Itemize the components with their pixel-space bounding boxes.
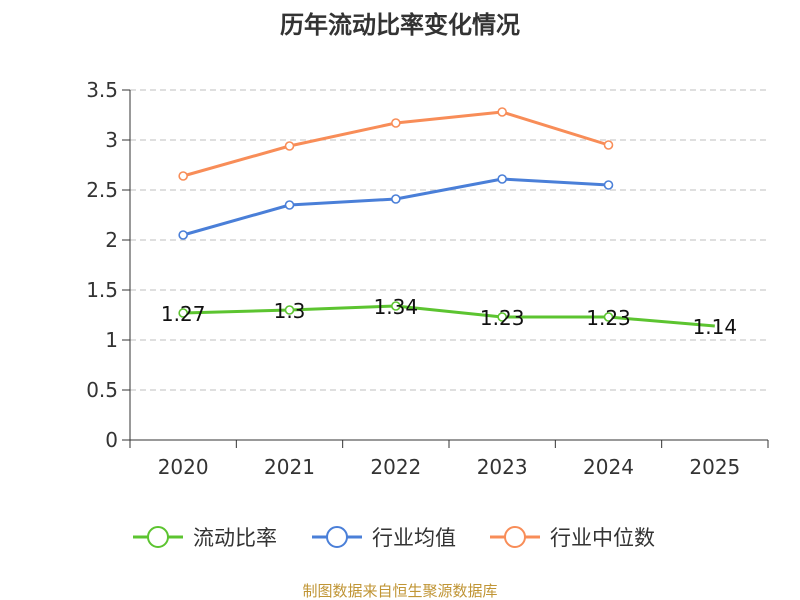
- data-point: [178, 171, 188, 181]
- x-tick-label: 2023: [477, 455, 528, 479]
- data-point: [603, 180, 614, 190]
- data-point: [391, 194, 401, 204]
- legend-item-1: 流动比率: [133, 526, 277, 550]
- series-line: [183, 304, 715, 328]
- y-tick-label: 1: [105, 328, 118, 352]
- series-line: [182, 177, 609, 237]
- source-note: 制图数据来自恒生聚源数据库: [302, 582, 497, 600]
- legend: 流动比率 行业均值 行业中位数: [133, 526, 655, 550]
- x-tick-label: 2020: [158, 455, 209, 479]
- data-point: [603, 140, 614, 150]
- data-point: [497, 174, 507, 184]
- data-point: [284, 305, 295, 315]
- legend-label: 行业中位数: [550, 526, 655, 550]
- legend-item-3: 行业中位数: [490, 526, 655, 550]
- y-tick-label: 2: [105, 228, 118, 252]
- grid-lines: [130, 89, 768, 391]
- y-tick-label: 3: [105, 128, 118, 152]
- data-point: [178, 230, 188, 240]
- data-point: [391, 301, 401, 311]
- legend-marker: [147, 526, 169, 548]
- legend-label: 行业均值: [372, 526, 456, 550]
- data-label: 1.3: [274, 299, 306, 323]
- series-group: [178, 107, 715, 328]
- legend-label: 流动比率: [193, 526, 277, 550]
- x-axis-ticks: 2020 2021 2022 2023 2024 2025: [129, 440, 769, 479]
- data-point: [284, 200, 295, 210]
- x-tick-label: 2025: [689, 455, 740, 479]
- x-tick-label: 2021: [264, 455, 315, 479]
- legend-marker: [504, 526, 526, 548]
- y-tick-label: 2.5: [86, 178, 118, 202]
- y-tick-label: 1.5: [86, 278, 118, 302]
- data-labels: 1.27 1.3 1.34 1.23 1.23 1.14: [161, 295, 737, 339]
- x-tick-label: 2024: [583, 455, 634, 479]
- data-point: [603, 312, 614, 322]
- data-point: [178, 308, 188, 318]
- x-tick-label: 2022: [370, 455, 421, 479]
- axes: [129, 90, 768, 441]
- y-axis-ticks: 0 0.5 1 1.5 2 2.5 3 3.5: [86, 78, 130, 452]
- y-tick-label: 3.5: [86, 78, 118, 102]
- data-point: [497, 107, 507, 117]
- series-1: [178, 301, 715, 328]
- y-tick-label: 0.5: [86, 378, 118, 402]
- data-label: 1.34: [374, 295, 419, 319]
- chart-title: 历年流动比率变化情况: [280, 11, 520, 39]
- legend-marker: [326, 526, 348, 548]
- data-label: 1.23: [586, 306, 631, 330]
- y-tick-label: 0: [105, 428, 118, 452]
- series-2: [178, 174, 614, 240]
- series-3: [178, 107, 614, 181]
- legend-item-2: 行业均值: [312, 526, 456, 550]
- data-point: [497, 312, 507, 322]
- data-point: [391, 118, 401, 128]
- data-label: 1.27: [161, 302, 206, 326]
- data-label: 1.14: [693, 315, 738, 339]
- data-label: 1.23: [480, 306, 525, 330]
- data-point: [284, 141, 295, 151]
